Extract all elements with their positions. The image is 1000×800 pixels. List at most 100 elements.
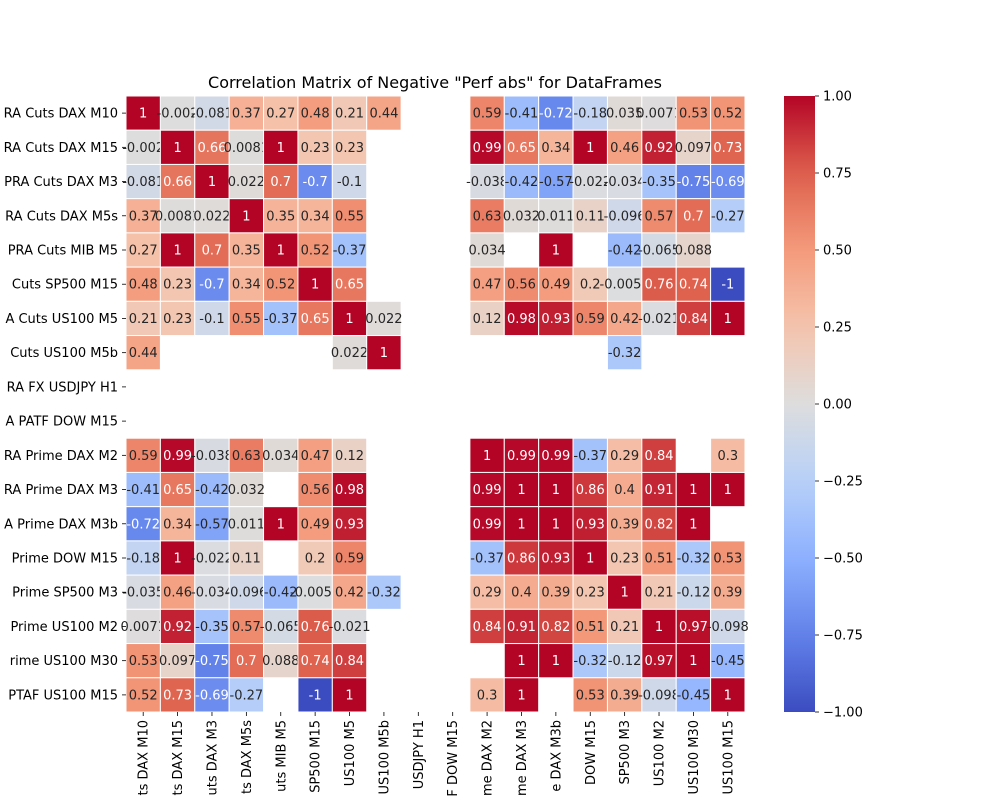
cell-annotation: -0.32 (677, 552, 711, 567)
cell-annotation: 1 (655, 620, 663, 635)
heatmap-cell (263, 232, 299, 268)
heatmap-cell (263, 608, 299, 645)
cell-annotation: 0.52 (713, 107, 742, 122)
heatmap-cell (538, 232, 574, 268)
cell-annotation: 1 (242, 209, 250, 224)
cell-annotation: -0.42 (505, 175, 539, 190)
cell-annotation: 0.98 (507, 312, 536, 327)
y-tick-label: rime US100 M30 (10, 654, 118, 669)
colorbar-tick-label: 0.75 (823, 167, 852, 182)
heatmap-cell (572, 677, 608, 713)
cell-annotation: 0.21 (335, 107, 364, 122)
cell-annotation: 1 (517, 483, 525, 498)
cell-annotation: 0.66 (197, 141, 226, 156)
heatmap-cell (331, 232, 368, 268)
cell-annotation: 0.37 (129, 209, 158, 224)
heatmap-cell (469, 437, 505, 473)
heatmap-cell (297, 300, 333, 337)
cell-annotation: 0.63 (232, 449, 261, 464)
heatmap-cell (641, 300, 677, 337)
heatmap-cell (503, 574, 540, 610)
cell-annotation: -0.69 (195, 688, 229, 703)
cell-annotation: 0.11 (576, 209, 605, 224)
colorbar: 1.00 0.75 0.50 0.25 0.00 −0.25 −0.50 −0.75 −1.00 (784, 90, 863, 721)
cell-annotation: 1 (724, 483, 732, 498)
heatmap-cell (503, 506, 540, 542)
heatmap-cell (675, 300, 712, 337)
cell-annotation: 0.92 (645, 141, 674, 156)
cell-annotation: 0.39 (541, 586, 570, 601)
x-tick-label: ts DAX M10 (137, 720, 152, 795)
cell-annotation: 0.84 (335, 654, 364, 669)
cell-annotation: -0.18 (573, 107, 607, 122)
colorbar-tick-label: 0.00 (823, 398, 852, 413)
heatmap-cell (331, 198, 368, 234)
cell-annotation: 0.27 (266, 107, 295, 122)
heatmap-cell (159, 300, 196, 337)
heatmap-cell (194, 232, 230, 268)
cell-annotation: 1 (724, 312, 732, 327)
heatmap-cell (469, 608, 505, 645)
cell-annotation: 0.59 (473, 107, 502, 122)
cell-annotation: 0.0081 (224, 141, 270, 156)
cell-annotation: 0.91 (507, 620, 536, 635)
cell-annotation: 0.34 (163, 517, 192, 532)
cell-annotation: 0.23 (610, 552, 639, 567)
heatmap-cell (606, 471, 643, 508)
cell-annotation: -0.42 (264, 586, 298, 601)
cell-annotation: -0.7 (302, 175, 327, 190)
x-tick-label: me DAX M3 (515, 720, 530, 796)
cell-annotation: 0.66 (163, 175, 192, 190)
cell-annotation: 0.0071 (636, 107, 682, 122)
cell-annotation: 0.23 (335, 141, 364, 156)
heatmap-cell (606, 163, 643, 200)
cell-annotation: -0.022 (569, 175, 611, 190)
cell-annotation: 0.42 (610, 312, 639, 327)
cell-annotation: 0.99 (541, 449, 570, 464)
x-axis-labels: ts DAX M10 ts DAX M15 uts DAX M3 ts DAX M5s… (137, 712, 736, 797)
cell-annotation: -0.021 (638, 312, 680, 327)
heatmap-cell (469, 540, 505, 576)
cell-annotation: -0.37 (573, 449, 607, 464)
heatmap-cell (366, 335, 402, 371)
cell-annotation: -0.72 (539, 107, 573, 122)
cell-annotation: 0.23 (163, 312, 192, 327)
heatmap-cell (469, 300, 505, 337)
heatmap-cell (469, 506, 505, 542)
cell-annotation: 0.37 (232, 107, 261, 122)
cell-annotation: 1 (689, 517, 697, 532)
cell-annotation: 0.91 (645, 483, 674, 498)
cell-annotation: 0.47 (473, 278, 502, 293)
heatmap-cell (366, 95, 402, 131)
x-tick-label: SP500 M3 (618, 720, 633, 785)
cell-annotation: 0.2 (305, 552, 326, 567)
cell-annotation: 1 (173, 244, 181, 259)
heatmap-cell (263, 266, 299, 302)
y-tick-label: RA FX USDJPY H1 (7, 380, 118, 395)
heatmap-cell (159, 608, 196, 645)
heatmap-cell (538, 95, 574, 131)
cell-annotation: 0.2 (580, 278, 601, 293)
cell-annotation: 0.49 (541, 278, 570, 293)
cell-annotation: -0.096 (604, 209, 646, 224)
heatmap-cell (710, 198, 746, 234)
cell-annotation: 0.82 (541, 620, 570, 635)
heatmap-cell (538, 506, 574, 542)
cell-annotation: 0.59 (576, 312, 605, 327)
colorbar-tick-label: 1.00 (823, 90, 852, 105)
cell-annotation: 0.4 (614, 483, 635, 498)
x-tick-label: US100 M5b (377, 720, 392, 794)
heatmap-cell (159, 266, 196, 302)
heatmap-cell (297, 198, 333, 234)
cell-annotation: -0.035 (122, 586, 164, 601)
cell-annotation: -0.57 (539, 175, 573, 190)
heatmap-cell (228, 300, 265, 337)
cell-annotation: -0.27 (711, 209, 745, 224)
cell-annotation: 0.022 (228, 175, 265, 190)
heatmap-cell (125, 232, 161, 268)
heatmap-cell (159, 643, 196, 679)
heatmap-cell (331, 266, 368, 302)
cell-annotation: 0.39 (610, 517, 639, 532)
cell-annotation: 1 (586, 552, 594, 567)
cell-annotation: 1 (517, 517, 525, 532)
